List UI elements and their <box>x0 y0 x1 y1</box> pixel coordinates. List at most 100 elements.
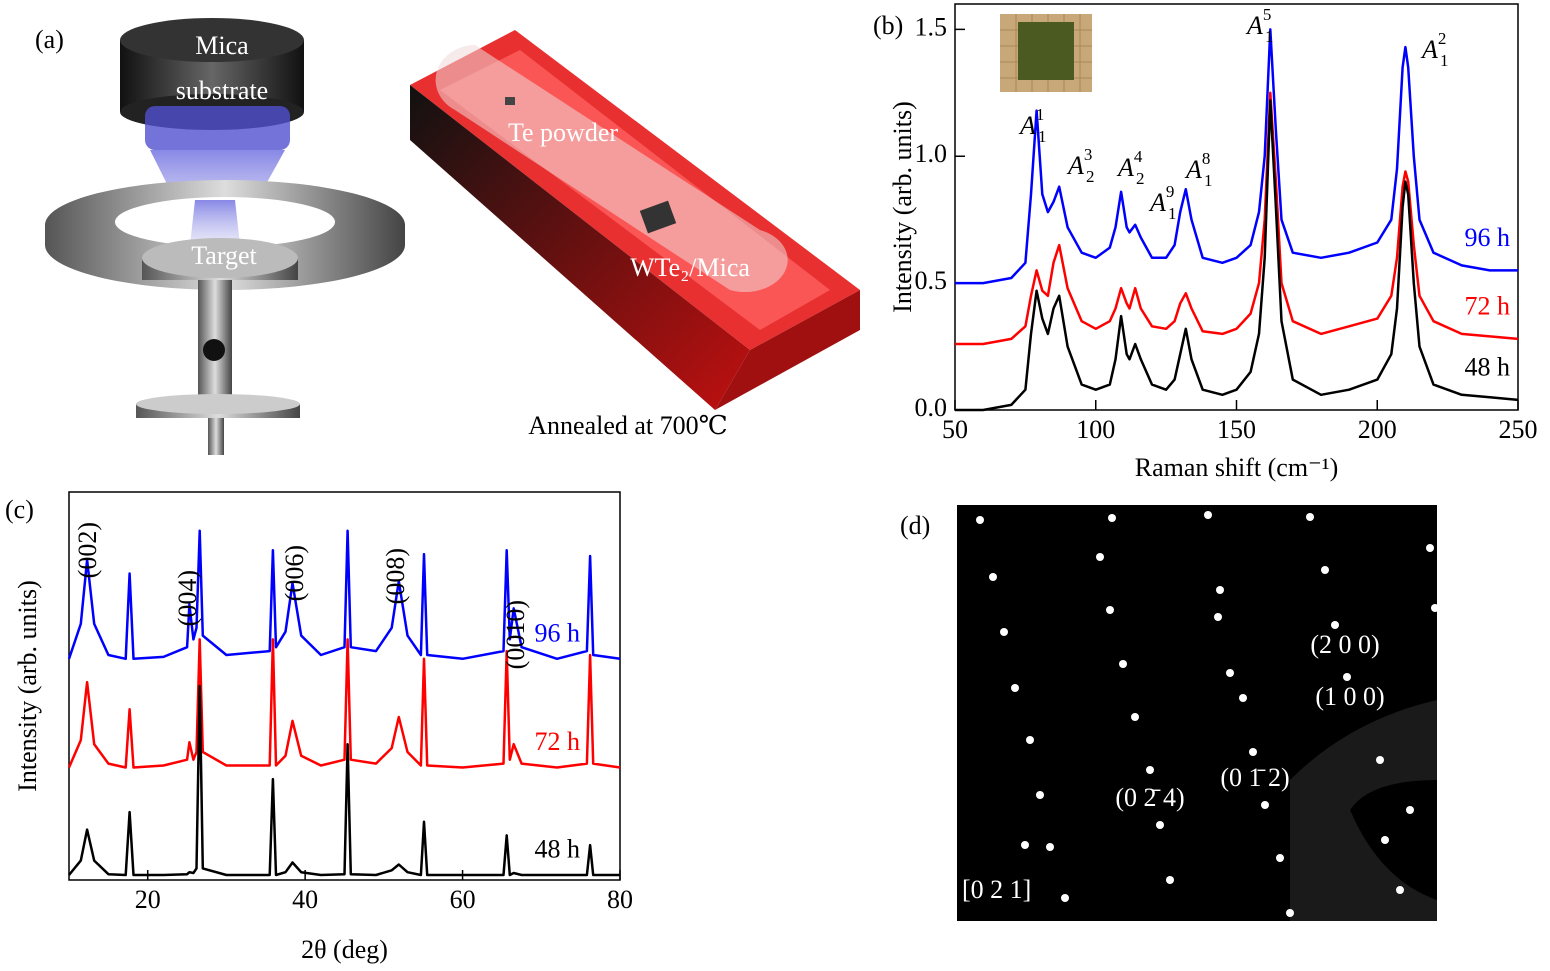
x-tick-label: 40 <box>292 885 318 914</box>
powder-label: Te powder <box>508 118 618 147</box>
peak-label-sub: 1 <box>1038 127 1047 146</box>
diffraction-spot <box>1376 756 1384 764</box>
diffraction-spot <box>1396 886 1404 894</box>
peak-label-sup: 4 <box>1134 147 1143 166</box>
peak-label: A2 1 <box>1420 29 1449 70</box>
series-line <box>955 99 1519 412</box>
diffraction-spot <box>1306 513 1314 521</box>
diffraction-spot <box>1011 684 1019 692</box>
diffraction-spot <box>1321 566 1329 574</box>
diffraction-spot <box>1331 621 1339 629</box>
y-tick-label: 0.0 <box>915 393 948 422</box>
diffraction-spot <box>1119 660 1127 668</box>
diffraction-spot <box>1431 604 1439 612</box>
diffraction-spot <box>1108 514 1116 522</box>
peak-label-base: A <box>1420 35 1438 64</box>
diffraction-spot <box>1249 748 1257 756</box>
diffraction-spot <box>1343 673 1351 681</box>
peak-label-base: A <box>1184 155 1202 184</box>
peak-label-sub: 1 <box>1204 171 1213 190</box>
diffraction-spot <box>1426 544 1434 552</box>
spot-label: (2 0 0) <box>1310 630 1379 659</box>
plot-frame <box>68 491 621 881</box>
x-axis-label: Raman shift (cm⁻¹) <box>1135 453 1338 482</box>
legend-label: 48 h <box>535 835 581 864</box>
peak-label: (004) <box>173 570 202 626</box>
sample-label: WTe₂/Mica <box>630 253 750 282</box>
legend-label: 96 h <box>1465 223 1511 252</box>
diffraction-spot <box>1156 821 1164 829</box>
y-axis-label: Intensity (arb. units) <box>888 101 917 313</box>
diffraction-spot <box>976 516 984 524</box>
x-tick-label: 250 <box>1499 415 1538 444</box>
peak-label: A3 2 <box>1066 145 1095 186</box>
diffraction-spot <box>1026 736 1034 744</box>
diffraction-spot <box>1406 806 1414 814</box>
diffraction-spot <box>1381 836 1389 844</box>
peak-label-sub: 1 <box>1265 27 1274 46</box>
peak-label-base: A <box>1018 111 1036 140</box>
diffraction-spot <box>1276 854 1284 862</box>
deposition-illustration <box>45 18 860 455</box>
y-tick-label: 1.5 <box>915 12 948 41</box>
diffraction-spot <box>1214 613 1222 621</box>
peak-label-base: A <box>1116 153 1134 182</box>
x-tick-label: 60 <box>450 885 476 914</box>
series-line <box>68 684 620 877</box>
peak-label-sub: 2 <box>1136 169 1145 188</box>
diffraction-spot <box>1021 841 1029 849</box>
peak-label: (0010) <box>501 600 530 669</box>
panel-label: (d) <box>900 511 930 540</box>
zone-axis-label: [0 2 1] <box>962 875 1031 904</box>
diffraction-spot <box>1096 553 1104 561</box>
peak-label: A8 1 <box>1184 149 1213 190</box>
inset-photo <box>1000 14 1092 92</box>
peak-label-base: A <box>1066 151 1084 180</box>
peak-label-sub: 1 <box>1440 51 1449 70</box>
diffraction-spot <box>989 573 997 581</box>
diffraction-spot <box>1226 669 1234 677</box>
peak-label: (008) <box>381 548 410 604</box>
legend-label: 72 h <box>1465 291 1511 320</box>
diffraction-spots <box>976 511 1439 917</box>
panel-label: (c) <box>5 495 34 524</box>
mica-label: substrate <box>176 76 268 105</box>
diffraction-spot <box>1146 766 1154 774</box>
series-line <box>67 529 621 661</box>
series-line <box>955 91 1519 346</box>
diffraction-spot <box>1261 801 1269 809</box>
diffraction-shadow <box>1290 700 1437 921</box>
peak-label: A9 1 <box>1148 182 1177 223</box>
peak-label-sup: 5 <box>1263 5 1272 24</box>
x-tick-label: 200 <box>1358 415 1397 444</box>
peak-label: A4 2 <box>1116 147 1145 188</box>
x-axis-label: 2θ (deg) <box>301 935 388 964</box>
x-tick-label: 20 <box>135 885 161 914</box>
diffraction-spot <box>1204 511 1212 519</box>
series-line <box>67 638 621 769</box>
target-label: Target <box>191 241 257 270</box>
peak-label-sup: 9 <box>1166 182 1175 201</box>
diffraction-spot <box>1216 586 1224 594</box>
x-tick-label: 150 <box>1217 415 1256 444</box>
peak-label-sub: 2 <box>1086 167 1095 186</box>
y-axis-label: Intensity (arb. units) <box>13 580 42 792</box>
series-line <box>955 28 1518 285</box>
spot-label: (0 2̄ 4) <box>1115 783 1184 812</box>
diffraction-spot <box>1166 876 1174 884</box>
panel-label: (a) <box>35 25 64 54</box>
peak-label-sup: 2 <box>1438 29 1447 48</box>
mica-label: Mica <box>195 31 249 60</box>
peak-label: (002) <box>73 522 102 578</box>
spot-label: (0 1̄ 2) <box>1220 763 1289 792</box>
peak-label-base: A <box>1245 11 1263 40</box>
x-tick-label: 100 <box>1076 415 1115 444</box>
diffraction-spot <box>1239 694 1247 702</box>
peak-label-sub: 1 <box>1168 204 1177 223</box>
peak-label-base: A <box>1148 188 1166 217</box>
legend-label: 48 h <box>1465 352 1511 381</box>
diffraction-spot <box>1000 628 1008 636</box>
peak-label: A5 1 <box>1245 5 1274 46</box>
caption: Annealed at 700℃ <box>528 411 727 440</box>
